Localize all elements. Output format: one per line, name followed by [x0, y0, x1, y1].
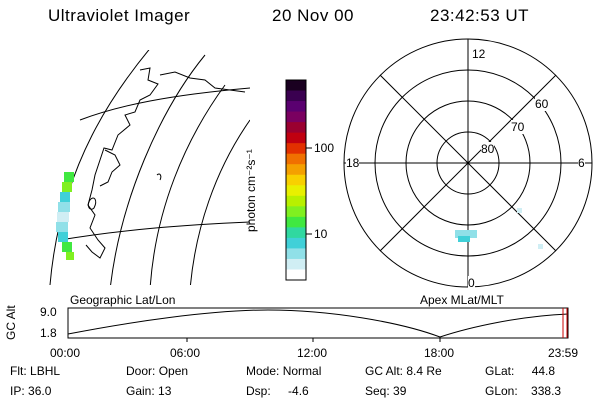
status-gc-alt-value: 8.4 Re: [406, 364, 442, 378]
status-mode: Mode: Normal: [246, 364, 321, 378]
colorbar-segment: [286, 216, 306, 228]
status-glat-label: GLat:: [485, 364, 515, 378]
colorbar-segment: [286, 122, 306, 134]
altitude-curve: [67, 309, 569, 338]
colorbar-segment: [286, 174, 306, 186]
status-seq-label: Seq:: [365, 384, 390, 398]
orbit-xtick: 23:59: [548, 346, 579, 360]
status-glon-value: 338.3: [531, 384, 562, 398]
status-ip-label: IP:: [10, 384, 25, 398]
status-dsp-label: Dsp:: [246, 384, 271, 398]
mlat-label-80: 80: [481, 142, 495, 156]
colorbar-segment: [286, 80, 306, 92]
status-gain-value: 13: [158, 384, 172, 398]
earth-limb: [49, 50, 150, 285]
longitude-line: [149, 84, 226, 285]
instrument-title: Ultraviolet Imager: [48, 6, 191, 25]
status-seq-value: 39: [393, 384, 407, 398]
colorbar-segment: [286, 206, 306, 218]
colorbar-segment: [286, 269, 306, 281]
status-glon: GLon: 338.3: [485, 384, 561, 398]
colorbar-segment: [286, 153, 306, 165]
coastline: [159, 71, 246, 93]
colorbar-segment: [286, 258, 306, 270]
orbit-xtick: 00:00: [50, 346, 81, 360]
orbit-xtick: 06:00: [170, 346, 201, 360]
colorbar-segment: [286, 101, 306, 113]
aurora-emission: [56, 172, 74, 260]
observation-time: 23:42:53 UT: [430, 6, 530, 25]
orbit-ytick-min: 1.8: [40, 326, 57, 340]
longitude-line: [190, 119, 250, 285]
colorbar-segment: [286, 132, 306, 144]
latitude-line: [59, 221, 250, 241]
status-glat: GLat: 44.8: [485, 364, 555, 378]
mlat-label-70: 70: [511, 120, 525, 134]
observation-date: 20 Nov 00: [272, 6, 354, 25]
status-glon-label: GLon:: [485, 384, 518, 398]
status-gc-alt-label: GC Alt:: [365, 364, 404, 378]
coastline: [156, 173, 162, 181]
colorbar-segment: [286, 90, 306, 102]
colorbar-segment: [286, 248, 306, 260]
status-filter: Flt: LBHL: [10, 364, 60, 378]
status-door-label: Door:: [126, 364, 156, 378]
status-dsp: Dsp: -4.6: [246, 384, 309, 398]
status-gain: Gain: 13: [126, 384, 171, 398]
status-filter-value: LBHL: [30, 364, 61, 378]
colorbar-segment: [286, 195, 306, 207]
status-door-value: Open: [158, 364, 189, 378]
orbit-ytick-max: 9.0: [40, 305, 57, 319]
status-mode-value: Normal: [282, 364, 322, 378]
diagonal-2: [379, 74, 557, 252]
status-ip-value: 36.0: [28, 384, 52, 398]
colorbar-segment: [286, 143, 306, 155]
colorbar-tick-100: 100: [314, 141, 335, 155]
status-dsp-value: -4.6: [288, 384, 309, 398]
colorbar-segment: [286, 164, 306, 176]
status-filter-label: Flt:: [10, 364, 27, 378]
colorbar-segment: [286, 111, 306, 123]
coastline: [99, 149, 121, 187]
polar-emission: [455, 208, 543, 249]
status-mode-label: Mode:: [246, 364, 280, 378]
mlt-label-6: 6: [578, 156, 585, 170]
orbit-ylabel: GC Alt: [4, 305, 18, 340]
mlt-label-0: 0: [468, 276, 475, 290]
latitude-line: [79, 87, 250, 121]
mlt-label-18: 18: [346, 156, 360, 170]
orbit-xtick: 18:00: [424, 346, 455, 360]
colorbar-segment: [286, 185, 306, 197]
colorbar-segment: [286, 227, 306, 239]
polar-panel-label: Apex MLat/MLT: [420, 293, 504, 307]
mlt-label-12: 12: [472, 47, 486, 61]
status-seq: Seq: 39: [365, 384, 406, 398]
status-door: Door: Open: [126, 364, 188, 378]
colorbar-segment: [286, 237, 306, 249]
mlat-label-60: 60: [535, 97, 549, 111]
status-gc-alt: GC Alt: 8.4 Re: [365, 364, 442, 378]
status-gain-label: Gain:: [126, 384, 155, 398]
coastline: [87, 197, 97, 210]
status-ip: IP: 36.0: [10, 384, 51, 398]
orbit-xtick: 12:00: [297, 346, 328, 360]
colorbar-tick-10: 10: [314, 227, 328, 241]
status-glat-value: 44.8: [531, 364, 556, 378]
geographic-panel-label: Geographic Lat/Lon: [70, 293, 176, 307]
coastline: [85, 67, 159, 259]
